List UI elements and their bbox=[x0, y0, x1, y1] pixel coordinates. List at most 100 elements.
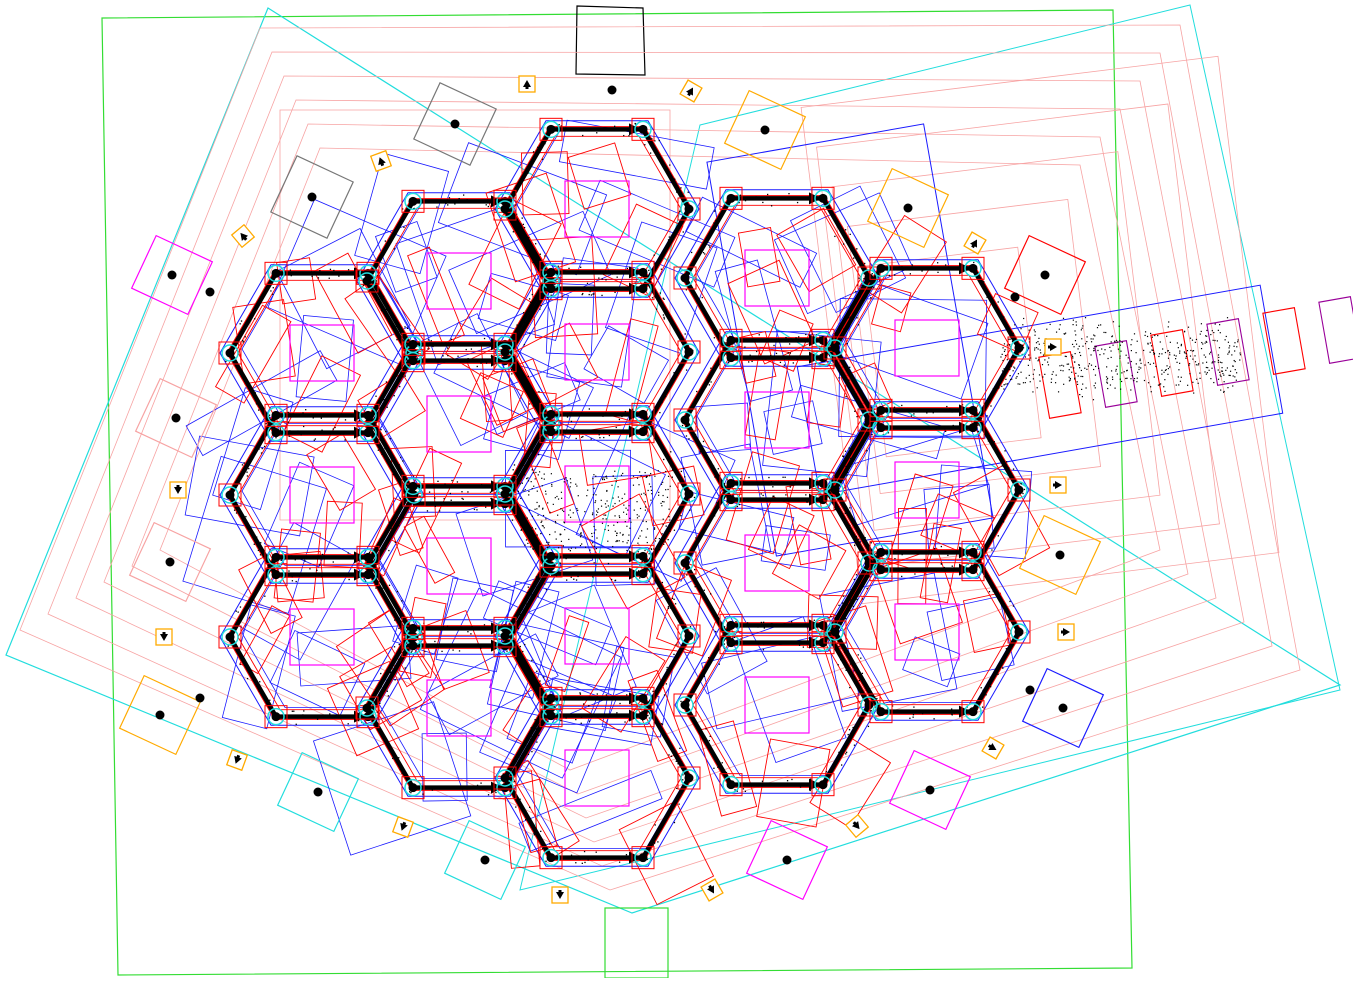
scatter-dot bbox=[447, 347, 449, 349]
scatter-dot bbox=[1003, 350, 1006, 353]
edge-box bbox=[323, 500, 363, 569]
vertex-box bbox=[1007, 336, 1031, 360]
scatter-dot bbox=[524, 643, 526, 646]
arrow-sign-icon bbox=[963, 231, 987, 255]
scatter-dot bbox=[617, 486, 619, 488]
scatter-dot bbox=[1004, 450, 1006, 452]
scatter-dot bbox=[548, 541, 550, 544]
hull-box bbox=[714, 259, 794, 402]
scatter-dot bbox=[1159, 383, 1162, 385]
scatter-dot bbox=[295, 580, 297, 583]
edge-box bbox=[390, 446, 436, 519]
scatter-dot bbox=[605, 279, 607, 281]
vertex-dot bbox=[968, 423, 978, 433]
vertex-dot bbox=[818, 620, 828, 630]
scatter-dot bbox=[1164, 351, 1167, 354]
scatter-dot bbox=[1071, 371, 1073, 373]
scatter-dot bbox=[980, 418, 983, 420]
scatter-dot bbox=[629, 527, 631, 529]
scatter-dot bbox=[495, 791, 497, 794]
vertex-ring bbox=[404, 636, 422, 655]
hull-box bbox=[455, 477, 594, 597]
scatter-dot bbox=[1138, 366, 1140, 368]
scatter-dot bbox=[1229, 345, 1231, 347]
vertex-dot bbox=[408, 623, 418, 633]
scatter-dot bbox=[1226, 367, 1229, 369]
vertex-ring bbox=[634, 263, 652, 282]
scatter-dot bbox=[1021, 353, 1023, 356]
scatter-dot bbox=[854, 410, 856, 412]
scatter-dot bbox=[868, 413, 871, 415]
scatter-dot bbox=[596, 510, 598, 512]
sign-arrow bbox=[707, 885, 714, 894]
scatter-dot bbox=[556, 495, 558, 498]
scatter-dot bbox=[660, 268, 663, 270]
scatter-dot bbox=[650, 499, 652, 501]
scatter-dot bbox=[748, 476, 750, 479]
scatter-dot bbox=[658, 538, 660, 540]
tile-hull bbox=[494, 689, 700, 867]
scatter-dot bbox=[534, 719, 536, 721]
scatter-dot bbox=[1004, 354, 1007, 357]
scatter-dot bbox=[718, 663, 720, 665]
scatter-dot bbox=[848, 317, 850, 319]
scatter-dot bbox=[539, 275, 542, 277]
vertex-box bbox=[539, 117, 563, 141]
scatter-dot bbox=[1006, 359, 1008, 361]
scatter-dot bbox=[401, 600, 403, 602]
strip-box bbox=[1094, 340, 1138, 408]
scatter-dot bbox=[1179, 362, 1181, 364]
scatter-dot bbox=[1014, 367, 1016, 369]
scatter-dot bbox=[467, 491, 469, 493]
scatter-dot bbox=[856, 598, 858, 601]
scatter-dot bbox=[450, 499, 452, 501]
scatter-dot bbox=[1163, 371, 1165, 373]
scatter-dot bbox=[669, 530, 671, 532]
scatter-dot bbox=[667, 606, 670, 608]
vertex-box bbox=[631, 117, 655, 141]
scatter-dot bbox=[1227, 353, 1229, 355]
scatter-dot bbox=[1193, 392, 1195, 394]
scatter-dot bbox=[1034, 347, 1036, 349]
vertex-ring bbox=[826, 339, 844, 357]
scatter-dot bbox=[1027, 347, 1029, 349]
harbor-box bbox=[134, 377, 218, 459]
scatter-dot bbox=[1158, 353, 1161, 355]
scatter-dot bbox=[626, 542, 628, 544]
scatter-dot bbox=[685, 435, 688, 437]
scatter-dot bbox=[431, 789, 433, 791]
scatter-dot bbox=[333, 269, 335, 272]
scatter-dot bbox=[1103, 353, 1105, 355]
sign-arrow bbox=[240, 232, 248, 241]
scatter-dot bbox=[680, 187, 682, 189]
scatter-dot bbox=[1219, 332, 1221, 334]
vertex-box bbox=[811, 488, 835, 512]
scatter-dot bbox=[564, 478, 566, 480]
scatter-dot bbox=[680, 470, 682, 473]
road-edge bbox=[971, 346, 1021, 429]
scatter-dot bbox=[669, 485, 671, 487]
scatter-dot bbox=[685, 289, 688, 291]
scatter-dot bbox=[1012, 332, 1014, 334]
scatter-dot bbox=[663, 318, 665, 320]
scatter-dot bbox=[379, 702, 381, 704]
scatter-dot bbox=[550, 294, 552, 296]
scatter-dot bbox=[950, 708, 953, 710]
scatter-dot bbox=[592, 542, 594, 544]
scatter-dot bbox=[595, 547, 598, 550]
scatter-dot bbox=[845, 753, 847, 755]
scatter-dot bbox=[622, 533, 624, 536]
vertex-ring bbox=[267, 707, 285, 726]
vertex-box bbox=[264, 563, 288, 587]
edge-box bbox=[578, 420, 656, 486]
scatter-dot bbox=[1239, 359, 1241, 361]
scatter-dot bbox=[643, 492, 645, 494]
scatter-dot bbox=[530, 481, 532, 483]
scatter-dot bbox=[696, 390, 698, 393]
scatter-dot bbox=[675, 644, 677, 646]
scatter-dot bbox=[1006, 461, 1008, 463]
scatter-dot bbox=[365, 419, 368, 421]
vertex-dot bbox=[362, 276, 372, 286]
scatter-dot bbox=[933, 718, 935, 720]
